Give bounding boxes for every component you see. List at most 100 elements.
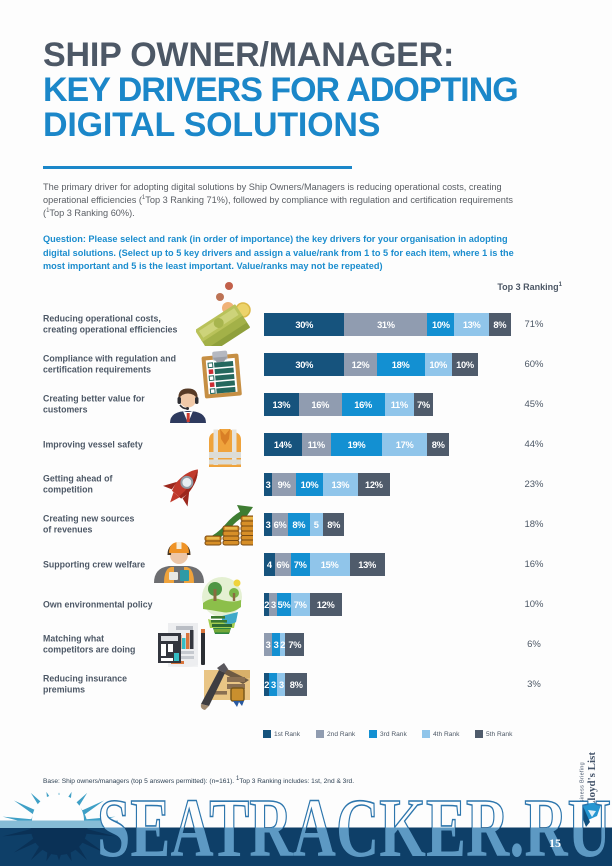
bar-segment-rank3: 18% <box>376 353 425 376</box>
coins-growth-icon <box>203 500 258 551</box>
intro-text: Top 3 Ranking 71%), followed by complian… <box>43 195 513 219</box>
legend-swatch <box>316 730 324 738</box>
intro-text: Top 3 Ranking 60%). <box>49 208 135 219</box>
bar-segment-rank4: 13% <box>454 313 490 336</box>
customer-icon <box>167 385 209 430</box>
intro-paragraph: The primary driver for adopting digital … <box>43 181 603 221</box>
legend-label: 1st Rank <box>274 730 301 738</box>
stacked-bar: 13% 16% 16% 11% 7% <box>264 393 433 416</box>
top3-value: 71% <box>524 319 544 330</box>
bar-segment-rank4: 10% <box>424 353 452 376</box>
title-line-2: KEY DRIVERS FOR ADOPTING <box>43 71 519 109</box>
stacked-bar: 2 3 5% 7% 12% <box>264 593 342 616</box>
chart-row: Creating better value for customers 13% 16… <box>0 393 612 416</box>
bar-segment-rank3: 10% <box>427 313 455 336</box>
top3-value: 3% <box>527 679 541 690</box>
bar-segment-rank4: 13% <box>322 473 358 496</box>
bar-segment-rank1: 3 <box>264 473 273 496</box>
bar-segment-rank1: 30% <box>264 313 345 336</box>
seatracker-watermark: SEATRACKER.RU SEATRACKER.RU <box>0 785 612 866</box>
chart-row: Getting ahead of competition 3 9% 10% 13% 12%… <box>0 473 612 496</box>
legend-swatch <box>263 730 271 738</box>
legend-swatch <box>422 730 430 738</box>
bar-segment-rank1: 30% <box>264 353 345 376</box>
chart-row: Supporting crew welfare 4 6% 7% 15% 13% 16% <box>0 553 612 576</box>
bar-segment-rank1: 14% <box>264 433 302 456</box>
footnote-ref: 1 <box>46 208 50 215</box>
chart-row: Own environmental policy 2 3 5% 7% 12% 10% <box>0 593 612 616</box>
footnote-text: Base: Ship owners/managers (top 5 answer… <box>43 778 236 785</box>
top3-value: 60% <box>524 359 544 370</box>
title-line-1: SHIP OWNER/MANAGER: <box>43 36 455 74</box>
page-title: SHIP OWNER/MANAGER: KEY DRIVERS FOR ADOP… <box>43 36 519 144</box>
category-label: Reducing insurance premiums <box>43 673 128 695</box>
bar-segment-rank3: 3 <box>269 673 278 696</box>
chart-row: Reducing insurance premiums 2 3 3 8% 3% <box>0 673 612 696</box>
stacked-bar: 3 6% 8% 5 8% <box>264 513 345 536</box>
bar-segment-rank4: 3 <box>277 673 286 696</box>
title-underline <box>43 166 352 169</box>
top3-value: 16% <box>524 559 544 570</box>
base-footnote: Base: Ship owners/managers (top 5 answer… <box>43 776 563 785</box>
legend-swatch <box>369 730 377 738</box>
bar-segment-rank2: 12% <box>344 353 377 376</box>
bar-segment-rank3: 7% <box>290 553 310 576</box>
bar-segment-rank3: 10% <box>296 473 323 496</box>
watermark-text: SEATRACKER.RU <box>97 785 611 866</box>
bar-segment-rank2: 9% <box>272 473 297 496</box>
bar-segment-rank5: 7% <box>285 633 305 656</box>
legend-label: 3rd Rank <box>380 730 407 738</box>
category-label: Creating better value for customers <box>43 393 145 415</box>
svg-text:SEATRACKER.RU: SEATRACKER.RU <box>97 785 611 866</box>
stacked-bar: 14% 11% 19% 17% 8% <box>264 433 449 456</box>
intro-text: The primary driver for adopting digital … <box>43 182 502 206</box>
bar-segment-rank5: 13% <box>349 553 385 576</box>
bar-segment-rank1: 3 <box>264 513 273 536</box>
bar-segment-rank3: 8% <box>288 513 310 536</box>
category-label: Matching what competitors are doing <box>43 633 136 655</box>
chart-row: Compliance with regulation and certifica… <box>0 353 612 376</box>
top3-value: 10% <box>524 599 544 610</box>
bar-segment-rank1: 4 <box>264 553 275 576</box>
bar-segment-rank5: 12% <box>357 473 390 496</box>
bar-segment-rank5: 12% <box>309 593 342 616</box>
page-number: 15 <box>549 836 561 850</box>
category-label: Own environmental policy <box>43 598 153 609</box>
bar-segment-rank2: 3 <box>269 593 278 616</box>
bar-segment-rank1: 2 <box>264 593 269 616</box>
chart-row: Matching what competitors are doing 3 3 2 7%… <box>0 633 612 656</box>
bar-segment-rank5: 8% <box>285 673 307 696</box>
bar-segment-rank3: 5% <box>277 593 291 616</box>
legend-item: 2nd Rank <box>316 730 369 738</box>
stacked-bar: 3 9% 10% 13% 12% <box>264 473 390 496</box>
bar-segment-rank5: 8% <box>427 433 449 456</box>
bar-segment-rank2: 6% <box>274 553 291 576</box>
footnote-ref: 1 <box>141 195 146 202</box>
category-label: Compliance with regulation and certifica… <box>43 353 176 375</box>
bar-segment-rank5: 10% <box>451 353 479 376</box>
chart-row: Improving vessel safety 14% 11% 19% 17% 8% 44% <box>0 433 612 456</box>
bar-segment-rank2: 6% <box>272 513 289 536</box>
bar-segment-rank4: 2 <box>280 633 285 656</box>
legend-label: 4th Rank <box>433 730 460 738</box>
bar-segment-rank4: 11% <box>384 393 415 416</box>
bar-segment-rank5: 8% <box>322 513 345 536</box>
category-label: Creating new sources of revenues <box>43 513 135 535</box>
bar-segment-rank3: 19% <box>330 433 382 456</box>
bar-segment-rank4: 17% <box>381 433 428 456</box>
bar-segment-rank3: 3 <box>272 633 281 656</box>
stacked-bar: 30% 12% 18% 10% 10% <box>264 353 479 376</box>
category-label: Getting ahead of competition <box>43 473 113 495</box>
title-line-3: DIGITAL SOLUTIONS <box>43 106 381 144</box>
bar-segment-rank2: 11% <box>301 433 331 456</box>
top3-header-text: Top 3 Ranking <box>497 282 559 292</box>
vest-icon <box>203 424 247 473</box>
legend-label: 2nd Rank <box>327 730 356 738</box>
top3-value: 45% <box>524 399 544 410</box>
chart-row: Reducing operational costs, creating ope… <box>0 313 612 336</box>
money-icon <box>195 282 254 354</box>
bar-segment-rank2: 31% <box>344 313 428 336</box>
bar-segment-rank1: 13% <box>264 393 299 416</box>
